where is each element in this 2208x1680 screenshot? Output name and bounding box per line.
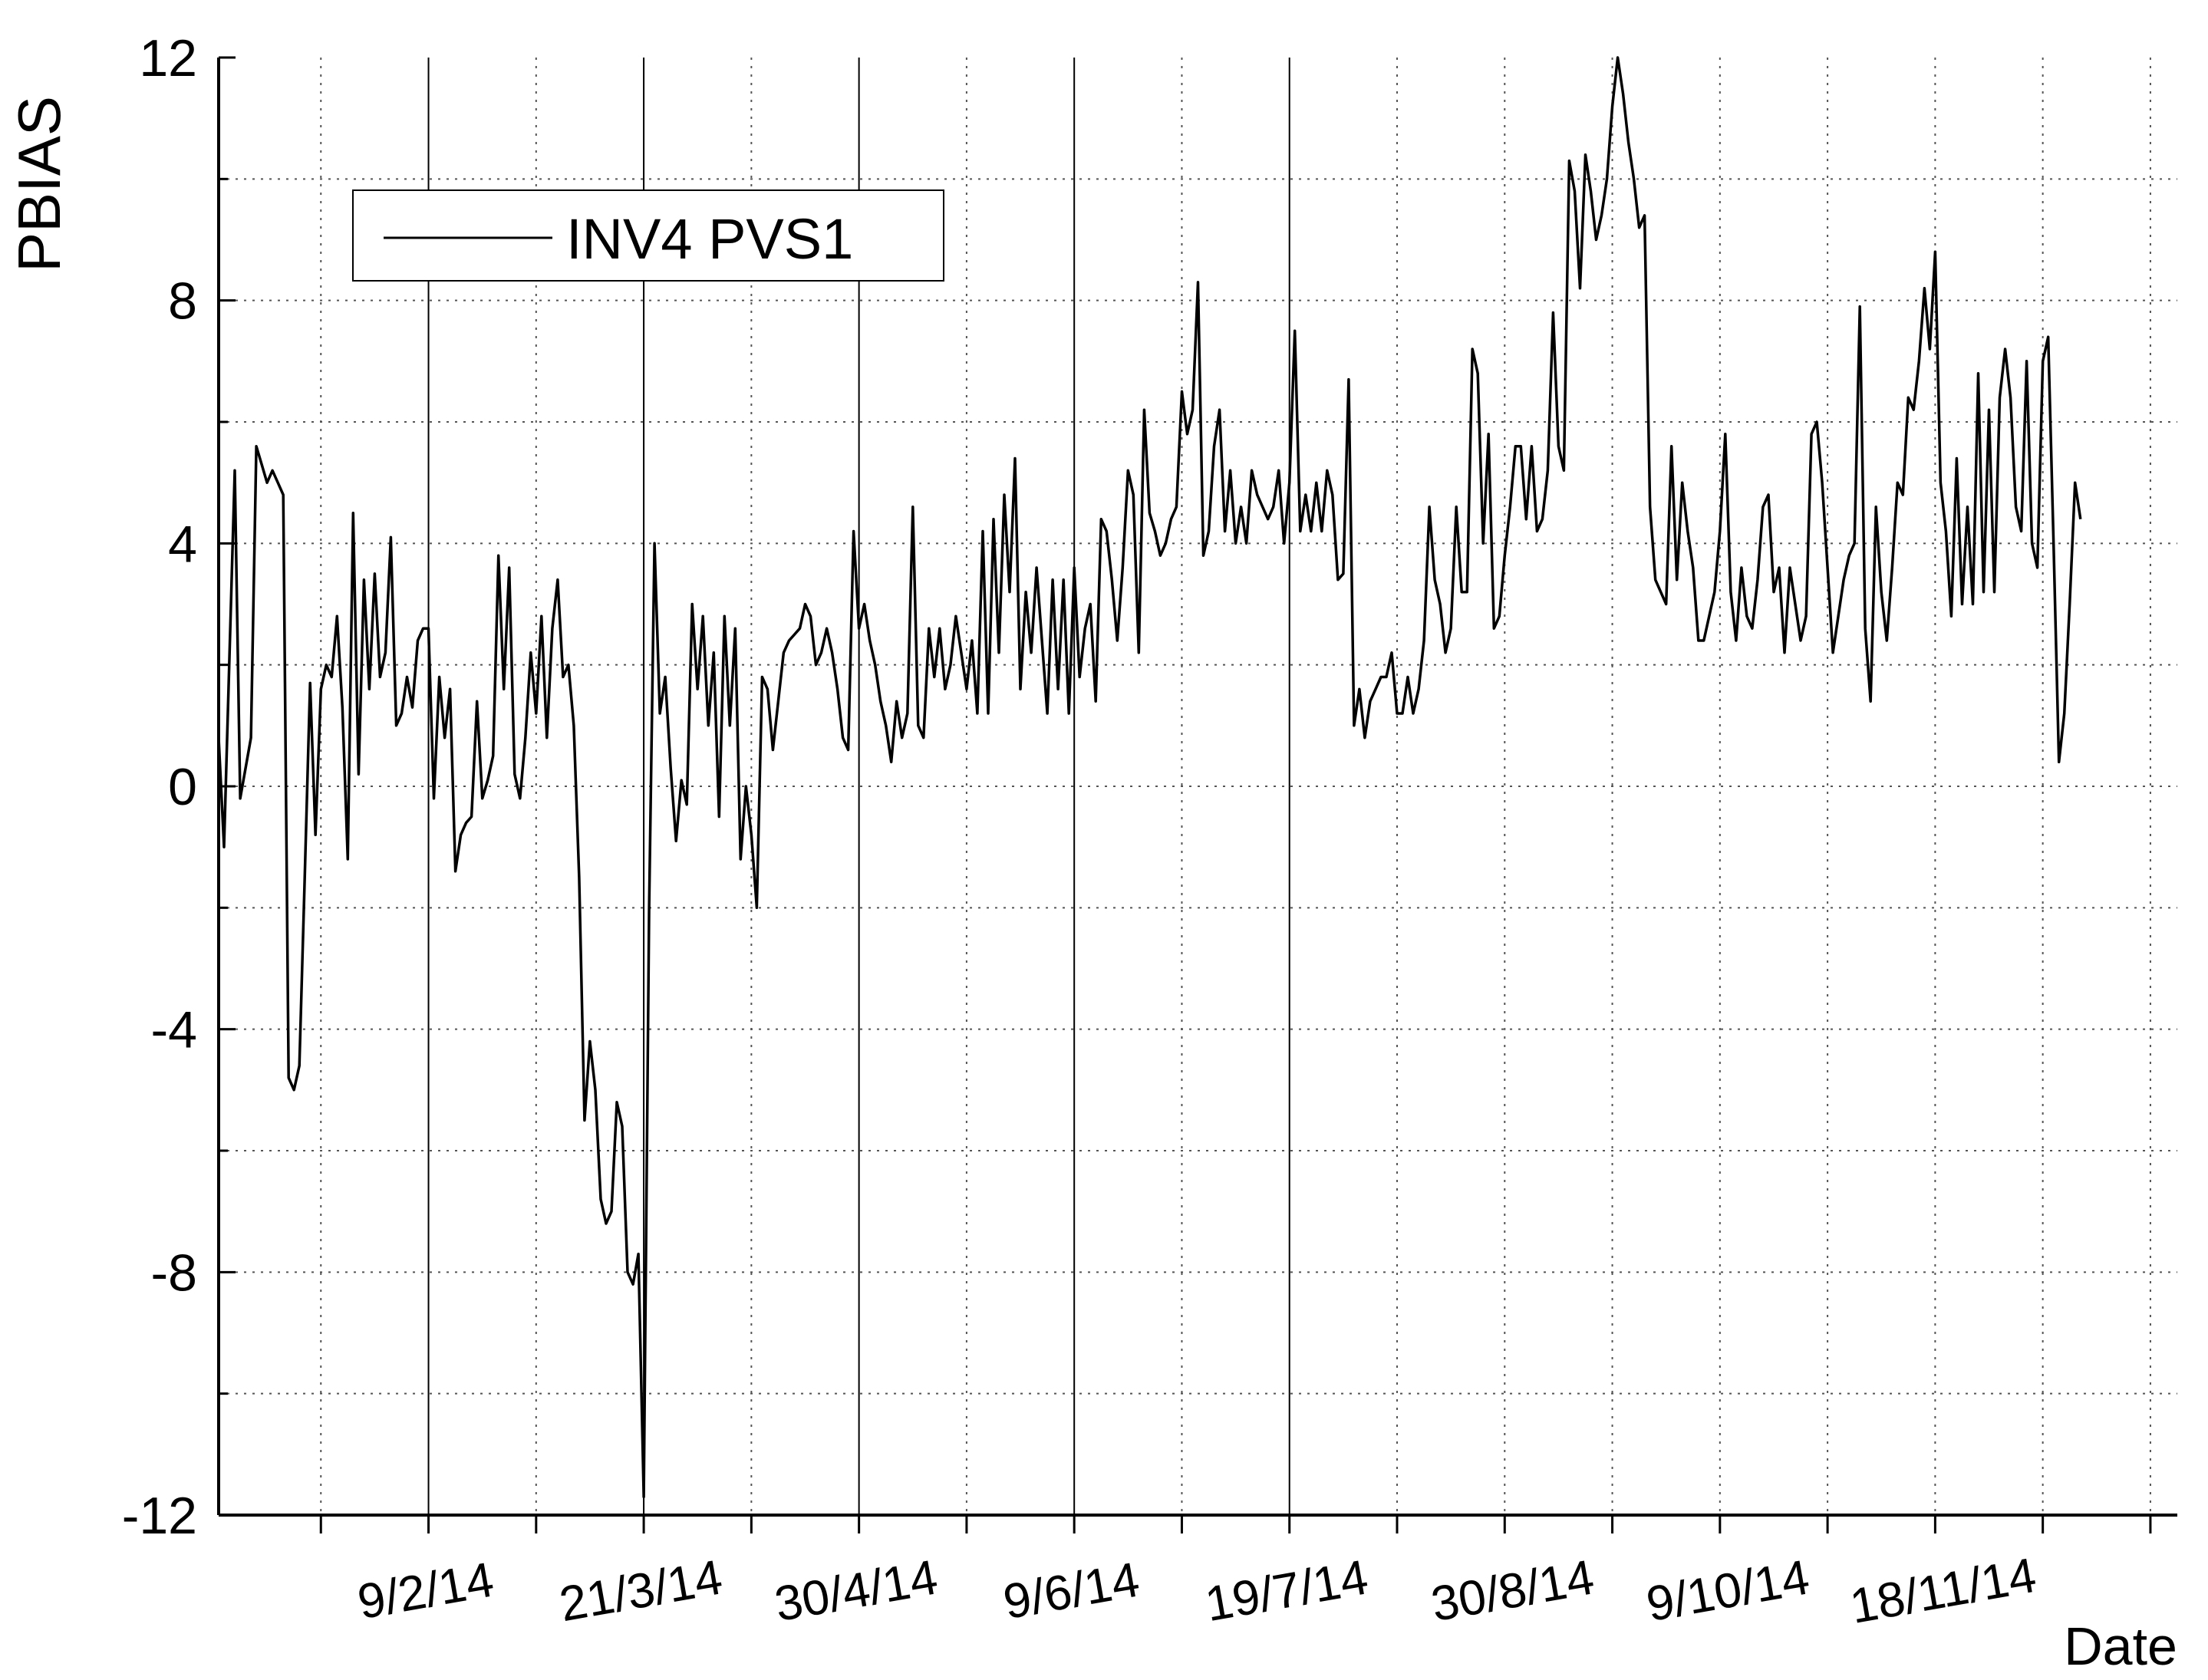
legend-box [352, 189, 944, 282]
x-tick-label: 21/3/14 [555, 1549, 727, 1632]
y-tick-label: -4 [151, 1001, 197, 1059]
y-tick-label: -12 [122, 1487, 197, 1545]
x-tick-label: 19/7/14 [1201, 1549, 1373, 1632]
y-axis-label: PBIAS [5, 96, 73, 272]
y-tick-label: 4 [168, 515, 197, 573]
x-tick-label: 9/10/14 [1643, 1549, 1814, 1632]
x-tick-label: 18/11/14 [1846, 1547, 2040, 1634]
x-tick-label: 30/4/14 [770, 1549, 941, 1632]
y-tick-label: 8 [168, 272, 197, 331]
legend: INV4 PVS1 [352, 189, 944, 282]
axes [217, 56, 2177, 1533]
series-layer [217, 56, 2082, 1499]
y-tick-label: 0 [168, 758, 197, 816]
x-tick-label: 9/6/14 [999, 1551, 1143, 1629]
x-axis-label: Date [2064, 1616, 2177, 1676]
y-tick-label: -8 [151, 1244, 197, 1302]
legend-label: INV4 PVS1 [566, 207, 853, 271]
series-line [217, 56, 2082, 1499]
x-tick-label: 9/2/14 [354, 1551, 498, 1629]
x-tick-label: 30/8/14 [1427, 1549, 1598, 1632]
y-tick-labels: -12 -8 -4 0 4 8 12 [122, 29, 197, 1545]
x-tick-labels: 9/2/14 21/3/14 30/4/14 9/6/14 19/7/14 30/8/14… [354, 1547, 2040, 1634]
y-tick-label: 12 [139, 29, 197, 87]
